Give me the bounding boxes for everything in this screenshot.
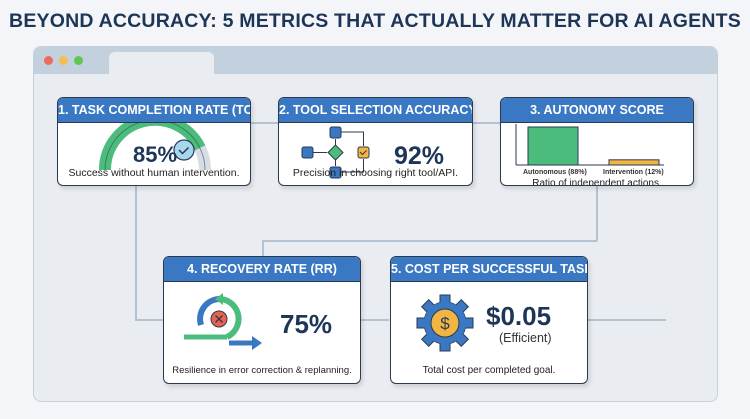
card-description: Resilience in error correction & replann… bbox=[172, 365, 352, 376]
connector-line bbox=[262, 240, 597, 242]
bar-0 bbox=[527, 126, 579, 166]
maximize-dot-icon[interactable] bbox=[74, 56, 83, 65]
connector-line bbox=[135, 319, 165, 321]
card-tool-selection-accuracy: 2. TOOL SELECTION ACCURACY 92% Precision… bbox=[278, 97, 473, 186]
svg-text:$: $ bbox=[440, 314, 450, 333]
page-title: BEYOND ACCURACY: 5 METRICS THAT ACTUALLY… bbox=[9, 10, 741, 32]
card-description: Precision in choosing right tool/API. bbox=[292, 167, 459, 179]
tab-bar bbox=[34, 47, 717, 75]
gauge-check-icon bbox=[98, 123, 212, 171]
card-title: 3. AUTONOMY SCORE bbox=[501, 98, 693, 123]
gear-dollar-icon: $ bbox=[416, 294, 474, 352]
metric-value: 75% bbox=[280, 309, 333, 339]
card-title: 4. RECOVERY RATE (RR) bbox=[164, 257, 360, 282]
autonomy-bar-chart bbox=[515, 124, 664, 166]
metric-subtext: (Efficient) bbox=[499, 331, 552, 345]
card-description: Total cost per completed goal. bbox=[422, 365, 556, 376]
metric-value: $0.05 bbox=[486, 301, 552, 331]
connector-line bbox=[249, 122, 279, 124]
connector-line bbox=[359, 319, 389, 321]
card-cost-per-task: 5. COST PER SUCCESSFUL TASK $ $0.05 (Eff… bbox=[390, 256, 588, 384]
minimize-dot-icon[interactable] bbox=[59, 56, 68, 65]
recovery-loop-icon bbox=[184, 293, 262, 350]
metric-value: 85% bbox=[132, 142, 178, 167]
bar-label-autonomous: Autonomous (88%) bbox=[523, 169, 587, 176]
card-description: Success without human intervention. bbox=[68, 167, 240, 179]
flowchart-icon bbox=[301, 126, 370, 179]
card-recovery-rate: 4. RECOVERY RATE (RR) 75% Resilience in … bbox=[163, 256, 361, 384]
card-title: 1. TASK COMPLETION RATE (TCR) bbox=[58, 98, 250, 123]
connector-line bbox=[586, 319, 666, 321]
close-dot-icon[interactable] bbox=[44, 56, 53, 65]
card-title: 5. COST PER SUCCESSFUL TASK bbox=[391, 257, 587, 282]
connector-line bbox=[596, 185, 598, 241]
card-autonomy-score: 3. AUTONOMY SCORE Autonomous (88%) Inter… bbox=[500, 97, 694, 186]
connector-line bbox=[262, 240, 264, 258]
connector-line bbox=[135, 185, 137, 320]
card-title: 2. TOOL SELECTION ACCURACY bbox=[279, 98, 472, 123]
metric-value: 92% bbox=[394, 142, 445, 170]
browser-tab[interactable] bbox=[109, 52, 214, 75]
check-badge-icon bbox=[173, 139, 195, 161]
bar-label-intervention: Intervention (12%) bbox=[603, 169, 664, 176]
connector-line bbox=[472, 122, 502, 124]
card-task-completion-rate: 1. TASK COMPLETION RATE (TCR) 85% Succes… bbox=[57, 97, 251, 186]
card-description: Ratio of independent actions. bbox=[532, 178, 662, 186]
bar-1 bbox=[608, 159, 660, 166]
